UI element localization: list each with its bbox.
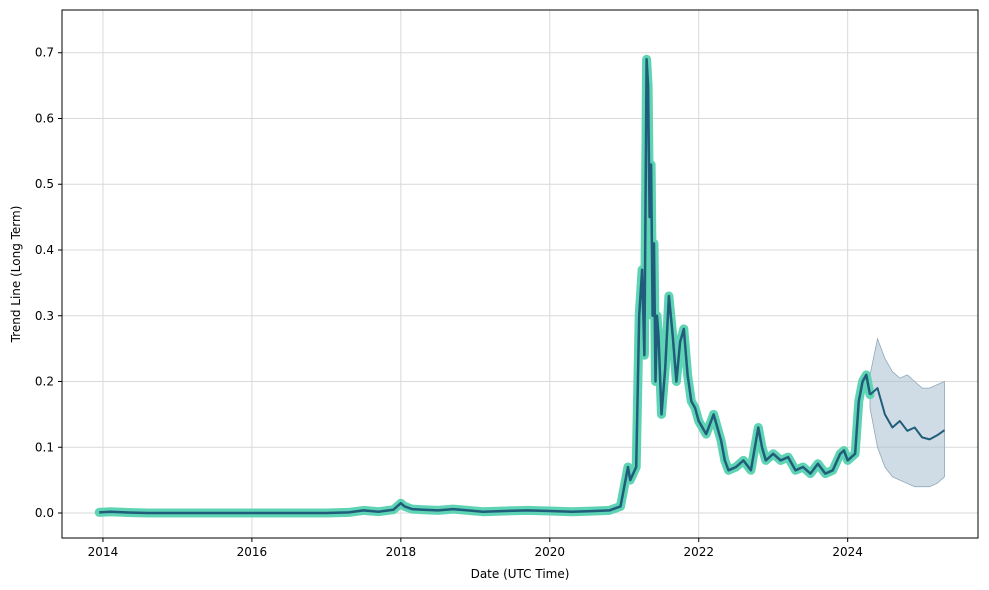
x-tick-label: 2024 <box>832 545 863 559</box>
y-tick-label: 0.2 <box>35 375 54 389</box>
y-tick-label: 0.6 <box>35 111 54 125</box>
y-tick-label: 0.7 <box>35 46 54 60</box>
y-axis-label: Trend Line (Long Term) <box>9 206 23 344</box>
y-axis-ticks: 0.0 0.1 0.2 0.3 0.4 0.5 0.6 0.7 <box>35 46 62 520</box>
y-tick-label: 0.5 <box>35 177 54 191</box>
x-axis-ticks: 2014 2016 2018 2020 2022 2024 <box>88 538 863 559</box>
x-tick-label: 2016 <box>237 545 268 559</box>
x-axis-label: Date (UTC Time) <box>471 567 570 581</box>
y-tick-label: 0.1 <box>35 440 54 454</box>
x-tick-label: 2020 <box>535 545 566 559</box>
plot-frame <box>61 9 979 539</box>
y-tick-label: 0.0 <box>35 506 54 520</box>
x-tick-label: 2022 <box>683 545 714 559</box>
y-tick-label: 0.3 <box>35 309 54 323</box>
x-tick-label: 2014 <box>88 545 119 559</box>
grid <box>62 10 978 538</box>
series-lines <box>94 54 946 518</box>
forecast-series-line <box>869 387 946 441</box>
forecast-band <box>869 337 945 488</box>
x-tick-label: 2018 <box>386 545 417 559</box>
y-tick-label: 0.4 <box>35 243 54 257</box>
forecast-confidence-band <box>869 337 945 488</box>
actual-series-line <box>99 58 872 515</box>
